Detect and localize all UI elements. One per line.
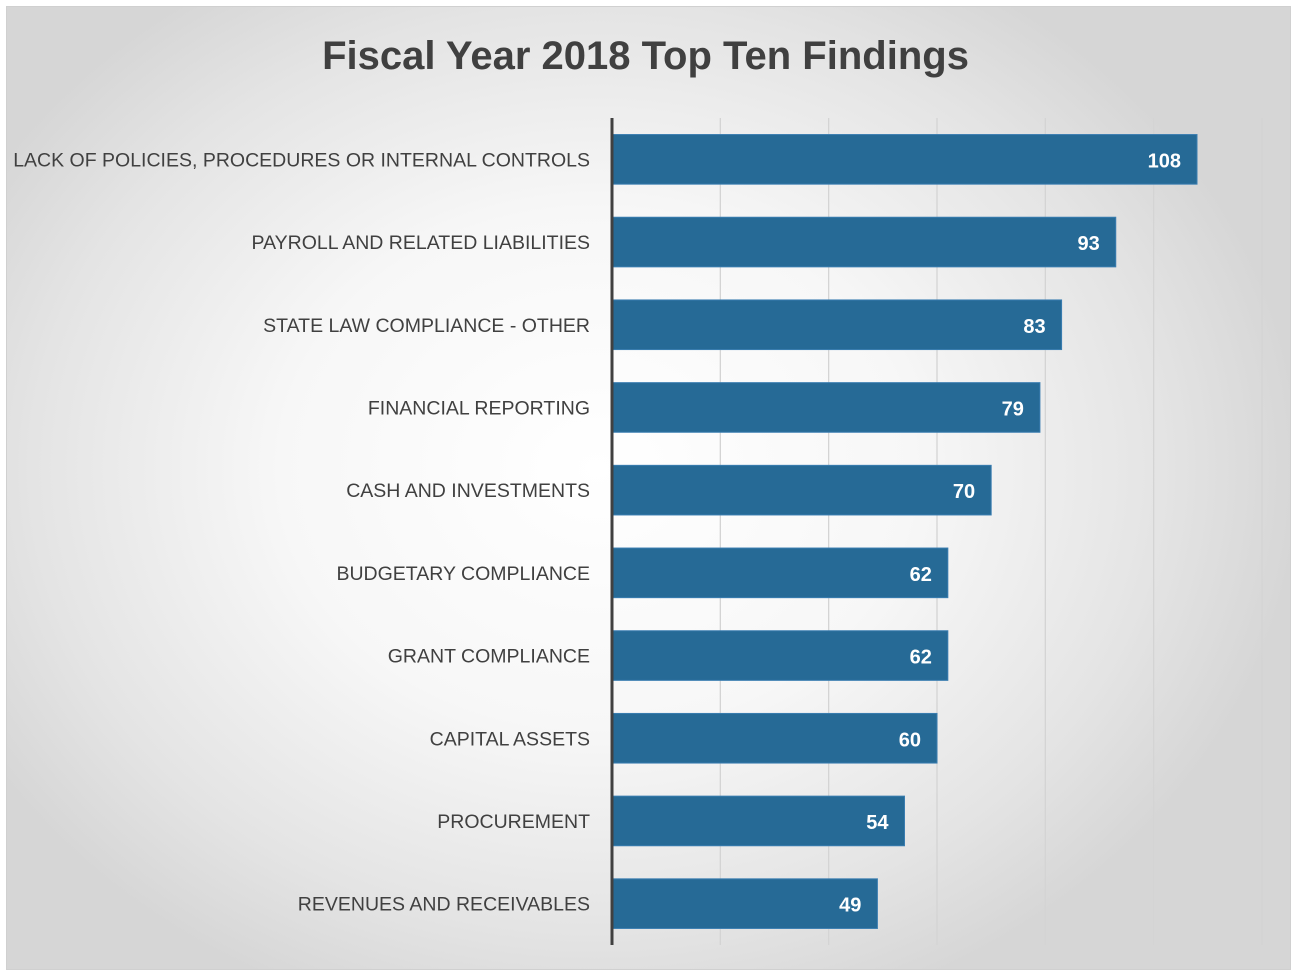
category-label: GRANT COMPLIANCE — [388, 646, 590, 668]
category-label: PROCUREMENT — [437, 811, 590, 833]
category-label: REVENUES AND RECEIVABLES — [298, 894, 590, 916]
bar — [611, 464, 992, 516]
bar — [611, 712, 938, 764]
category-label: CASH AND INVESTMENTS — [346, 480, 590, 502]
data-label: 62 — [910, 647, 932, 669]
data-label: 62 — [910, 564, 932, 586]
data-label: 60 — [899, 729, 921, 751]
category-label: CAPITAL ASSETS — [430, 728, 590, 750]
bar — [611, 878, 878, 929]
category-label: FINANCIAL REPORTING — [368, 397, 590, 419]
data-label: 70 — [953, 481, 975, 503]
bar — [611, 547, 949, 599]
category-label: LACK OF POLICIES, PROCEDURES OR INTERNAL… — [13, 149, 590, 171]
bar — [611, 299, 1063, 351]
data-label: 93 — [1078, 233, 1100, 255]
bar — [611, 134, 1198, 185]
category-label: STATE LAW COMPLIANCE - OTHER — [263, 315, 590, 337]
bar — [611, 216, 1117, 268]
bars — [611, 134, 1198, 929]
data-label: 108 — [1148, 150, 1181, 172]
category-label: PAYROLL AND RELATED LIABILITIES — [252, 232, 590, 254]
data-label: 83 — [1023, 316, 1045, 338]
chart-title: Fiscal Year 2018 Top Ten Findings — [322, 34, 969, 78]
category-label: BUDGETARY COMPLIANCE — [336, 563, 590, 585]
bar — [611, 630, 949, 681]
data-label: 54 — [866, 812, 889, 834]
bar — [611, 382, 1041, 433]
data-label: 79 — [1002, 398, 1024, 420]
labels: LACK OF POLICIES, PROCEDURES OR INTERNAL… — [13, 149, 1181, 916]
bar — [611, 795, 905, 847]
data-label: 49 — [839, 895, 861, 917]
